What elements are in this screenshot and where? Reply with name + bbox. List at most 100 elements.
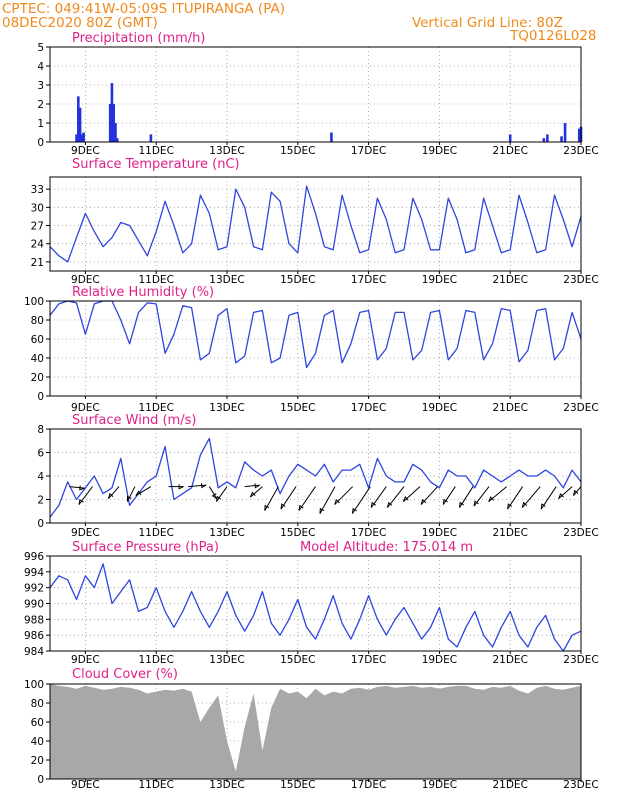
x-tick-label: 17DEC <box>351 779 386 791</box>
header-grid-note: Vertical Grid Line: 80Z <box>412 15 563 31</box>
wind-arrow-head <box>351 507 357 514</box>
wind-arrow-shaft <box>244 484 260 488</box>
x-tick-label: 21DEC <box>492 654 527 666</box>
panel-title: Surface Temperature (nC) <box>72 157 240 172</box>
wind-arrow-head <box>442 498 448 505</box>
wind-arrow-shaft <box>442 486 456 505</box>
wind-arrow-head <box>370 501 376 508</box>
cloud-cover-area <box>50 684 581 779</box>
wind-arrow-head <box>473 500 479 507</box>
x-tick-label: 17DEC <box>351 145 386 157</box>
x-tick-label: 19DEC <box>422 274 457 286</box>
wind-arrow-shaft <box>334 486 354 505</box>
y-tick-label: 8 <box>37 424 44 436</box>
y-tick-label: 80 <box>31 315 44 327</box>
header-station: CPTEC: 049:41W-05:09S ITUPIRANGA (PA) <box>2 1 285 17</box>
x-tick-label: 19DEC <box>422 145 457 157</box>
wind-arrow-head <box>135 490 142 496</box>
x-tick-label: 9DEC <box>71 274 100 286</box>
panel-frame <box>49 555 582 652</box>
x-tick-label: 19DEC <box>422 402 457 414</box>
wind-arrow-head <box>459 501 465 508</box>
wind-arrow-head <box>387 501 393 508</box>
wind-arrow-head <box>78 498 84 505</box>
y-tick-label: 992 <box>24 583 44 595</box>
wind-arrow-shaft <box>250 486 263 498</box>
panel-title: Surface Wind (m/s) <box>72 413 196 428</box>
x-tick-label: 19DEC <box>422 654 457 666</box>
precip-bar <box>546 134 549 142</box>
y-tick-label: 100 <box>24 679 44 691</box>
panel-title: Relative Humidity (%) <box>72 285 214 300</box>
y-tick-label: 30 <box>31 202 44 214</box>
x-tick-label: 19DEC <box>422 527 457 539</box>
y-tick-label: 4 <box>37 61 44 73</box>
wind-arrow-head <box>127 495 132 502</box>
precip-bar <box>80 134 84 142</box>
x-tick-label: 17DEC <box>351 527 386 539</box>
y-tick-label: 988 <box>24 614 44 626</box>
wind-arrow-shaft <box>216 486 228 502</box>
y-tick-label: 60 <box>31 717 44 729</box>
wind-arrow-shaft <box>69 486 85 489</box>
x-tick-label: 21DEC <box>492 527 527 539</box>
y-tick-label: 984 <box>24 646 44 658</box>
series-line <box>49 437 582 518</box>
wind-arrow-head <box>402 495 409 502</box>
y-tick-label: 21 <box>31 257 44 269</box>
wind-arrow-head <box>108 492 114 499</box>
wind-arrow-shaft <box>459 486 474 508</box>
x-tick-label: 23DEC <box>563 527 598 539</box>
x-tick-label: 15DEC <box>280 145 315 157</box>
y-tick-label: 986 <box>24 630 44 642</box>
y-tick-label: 6 <box>37 448 44 460</box>
wind-arrow-shaft <box>403 486 421 502</box>
wind-arrow-shaft <box>78 486 93 505</box>
wind-arrow-shaft <box>319 486 336 514</box>
wind-arrow-head <box>334 498 340 505</box>
y-tick-label: 40 <box>31 353 44 365</box>
wind-arrow-head <box>521 501 528 508</box>
header-datetime: 08DEC2020 80Z (GMT) <box>2 15 158 31</box>
panel-1: 0 1 2 3 4 5 9DEC 11DEC 13DEC 15DEC 17DEC 19DEC 21DEC… <box>37 31 598 157</box>
x-tick-label: 11DEC <box>138 402 173 414</box>
y-tick-label: 996 <box>24 551 44 563</box>
wind-arrow-shaft <box>488 486 507 502</box>
wind-arrow-head <box>573 489 579 496</box>
precip-bar <box>330 132 333 142</box>
y-tick-label: 0 <box>37 518 44 530</box>
wind-arrow-head <box>488 496 494 502</box>
x-tick-label: 17DEC <box>351 654 386 666</box>
model-altitude-note: Model Altitude: 175.014 m <box>300 540 473 555</box>
wind-arrow-shaft <box>573 486 582 496</box>
y-tick-label: 2 <box>37 495 44 507</box>
y-tick-label: 5 <box>37 42 44 54</box>
x-tick-label: 15DEC <box>280 527 315 539</box>
wind-arrow-head <box>319 507 325 514</box>
precip-bar <box>77 96 80 142</box>
y-tick-label: 994 <box>24 567 44 579</box>
x-tick-label: 9DEC <box>71 402 100 414</box>
precip-bar <box>577 128 581 142</box>
wind-arrow-head <box>280 503 286 510</box>
x-tick-label: 11DEC <box>138 779 173 791</box>
wind-arrow-head <box>211 493 218 500</box>
x-tick-label: 9DEC <box>71 654 100 666</box>
wind-arrow-shaft <box>127 486 136 502</box>
series-line <box>49 563 582 652</box>
wind-arrow-shaft <box>420 486 438 505</box>
precip-bar <box>560 136 563 142</box>
y-tick-label: 20 <box>31 372 44 384</box>
wind-arrow-head <box>249 491 256 498</box>
precip-bar <box>508 134 512 142</box>
x-tick-label: 15DEC <box>280 779 315 791</box>
panel-title: Surface Pressure (hPa) <box>72 540 219 555</box>
precip-bar <box>110 83 114 142</box>
y-tick-label: 0 <box>37 137 44 149</box>
panel-3: 0 20 40 60 80 100 9DEC 11DEC 13DEC 15DEC 17DEC 19DE… <box>24 285 599 414</box>
x-tick-label: 23DEC <box>563 402 598 414</box>
y-tick-label: 0 <box>37 391 44 403</box>
wind-arrow-head <box>216 495 222 502</box>
precip-bar <box>112 104 116 142</box>
precip-bar <box>82 132 85 142</box>
